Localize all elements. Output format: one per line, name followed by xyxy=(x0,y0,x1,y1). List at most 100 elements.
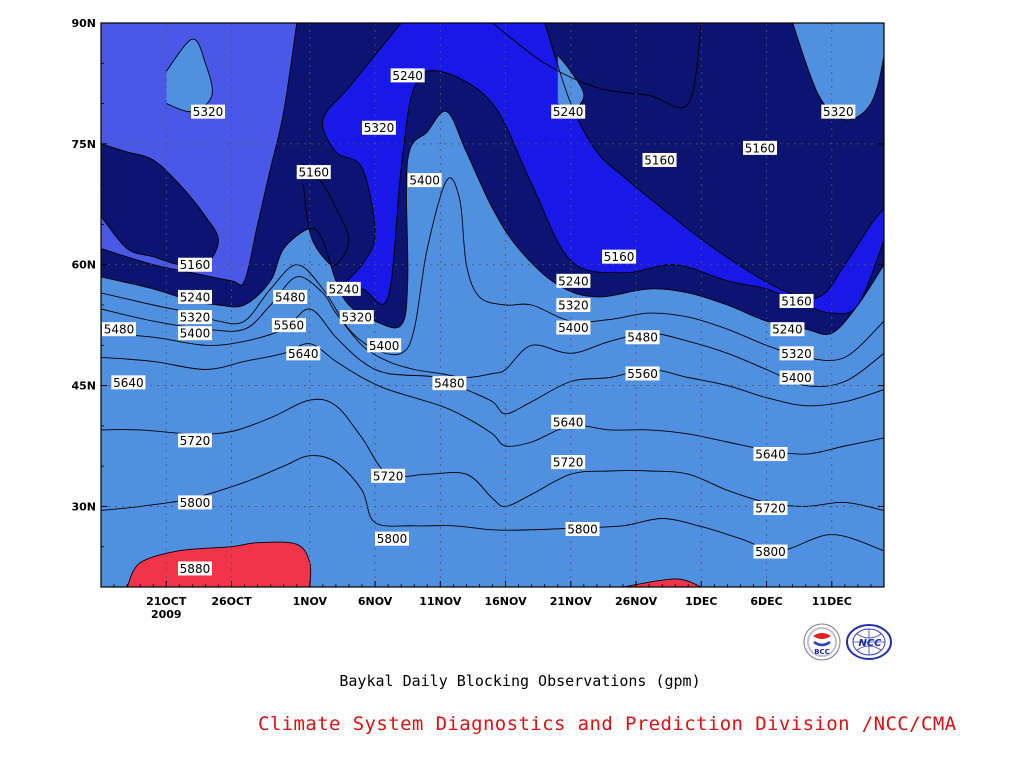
contour-line-5160 xyxy=(544,23,884,299)
contour-label: 5240 xyxy=(770,322,805,337)
contour-label-box xyxy=(551,104,586,119)
credit-line: Climate System Diagnostics and Predictio… xyxy=(258,713,957,735)
contour-label-box xyxy=(177,495,212,510)
x-tick-year: 2009 xyxy=(151,608,182,621)
contour-label-box xyxy=(177,326,212,341)
contour-label: 5720 xyxy=(371,468,406,483)
contour-label-text: 5640 xyxy=(755,448,786,462)
contour-label-text: 5560 xyxy=(627,367,658,381)
contour-label-box xyxy=(432,376,467,391)
contour-label: 5720 xyxy=(177,433,212,448)
contour-label: 5480 xyxy=(273,289,308,304)
contour-label-box xyxy=(326,281,361,296)
contour-label-box xyxy=(551,414,586,429)
contour-label-text: 5320 xyxy=(823,105,854,119)
contour-label: 5640 xyxy=(551,414,586,429)
contour-label-box xyxy=(642,152,677,167)
contour-fills xyxy=(101,23,884,587)
contour-label-box xyxy=(191,104,226,119)
contour-label-text: 5800 xyxy=(755,545,786,559)
gridlines xyxy=(101,23,884,587)
contour-label-text: 5880 xyxy=(180,562,211,576)
contour-label-box xyxy=(177,561,212,576)
contour-label-text: 5640 xyxy=(553,415,584,429)
contour-label-text: 5320 xyxy=(781,347,812,361)
contour-line-5240 xyxy=(322,23,884,315)
y-tick-label: 30N xyxy=(71,500,96,513)
contour-line-5640 xyxy=(101,343,884,455)
contour-label-box xyxy=(339,310,374,325)
contour-label: 5400 xyxy=(556,320,591,335)
contour-label: 5800 xyxy=(375,531,410,546)
contour-label: 5240 xyxy=(551,104,586,119)
contour-label-text: 5240 xyxy=(392,69,423,83)
contour-label-text: 5320 xyxy=(180,311,211,325)
contour-line-5160 xyxy=(101,143,219,268)
contour-label-box xyxy=(556,320,591,335)
contour-label-box xyxy=(821,104,856,119)
contour-label-text: 5800 xyxy=(377,532,408,546)
contour-label-text: 5720 xyxy=(553,456,584,470)
contour-label: 5160 xyxy=(743,140,778,155)
contour-label-box xyxy=(625,330,660,345)
contour-line-5720 xyxy=(101,398,884,511)
contour-label: 5160 xyxy=(177,257,212,272)
contour-region-5160 xyxy=(544,23,884,299)
contour-label-box xyxy=(407,173,442,188)
contour-region-5880 xyxy=(623,578,702,587)
x-tick-label: 6NOV xyxy=(358,595,393,608)
contour-label-text: 5480 xyxy=(434,377,465,391)
contour-line-5320 xyxy=(792,23,884,121)
bcc-logo: BCC xyxy=(800,622,846,666)
contour-label-box xyxy=(177,257,212,272)
contour-label-text: 5720 xyxy=(373,469,404,483)
contour-line-5880 xyxy=(622,578,702,587)
contour-region-5320 xyxy=(557,55,584,112)
contour-label: 5720 xyxy=(551,455,586,470)
contour-label: 5320 xyxy=(361,120,396,135)
x-tick-label: 6DEC xyxy=(750,595,782,608)
contour-label-text: 5480 xyxy=(104,323,135,337)
contour-label-box xyxy=(177,289,212,304)
contour-label: 5160 xyxy=(779,293,814,308)
contour-label-box xyxy=(177,433,212,448)
contour-label-text: 5160 xyxy=(781,294,812,308)
contour-label-box xyxy=(371,468,406,483)
ncc-logo-text: NCC xyxy=(858,638,882,649)
x-tick-label: 11NOV xyxy=(419,595,462,608)
contour-label-text: 5160 xyxy=(745,141,776,155)
contour-label: 5160 xyxy=(642,152,677,167)
contour-label-box xyxy=(602,249,637,264)
contour-label: 5800 xyxy=(753,544,788,559)
contour-label: 5640 xyxy=(111,375,146,390)
contour-label-box xyxy=(770,322,805,337)
contour-label: 5480 xyxy=(432,376,467,391)
contour-label: 5400 xyxy=(177,326,212,341)
contour-label-box xyxy=(753,544,788,559)
contour-label: 5400 xyxy=(779,370,814,385)
contour-label-box xyxy=(565,521,600,536)
contour-label-text: 5400 xyxy=(558,321,589,335)
contour-label-text: 5240 xyxy=(558,274,589,288)
contour-label-box xyxy=(551,455,586,470)
contour-label-text: 5320 xyxy=(193,105,224,119)
contour-line-5800 xyxy=(101,455,884,552)
contour-label-box xyxy=(111,375,146,390)
contour-label-box xyxy=(271,318,306,333)
contour-lines xyxy=(101,23,884,587)
contour-label-text: 5720 xyxy=(180,434,211,448)
contour-label-box xyxy=(177,310,212,325)
contour-label: 5800 xyxy=(565,521,600,536)
chart-caption: Baykal Daily Blocking Observations (gpm) xyxy=(339,672,701,690)
contour-label: 5400 xyxy=(367,338,402,353)
contour-label-box xyxy=(779,370,814,385)
bcc-logo-text: BCC xyxy=(814,648,830,656)
contour-label-text: 5240 xyxy=(328,282,359,296)
contour-label-box xyxy=(273,289,308,304)
x-tick-label: 21NOV xyxy=(550,595,593,608)
contour-label-text: 5160 xyxy=(604,250,635,264)
contour-line-5320 xyxy=(101,110,884,335)
contour-label-text: 5480 xyxy=(627,331,658,345)
x-tick-label: 16NOV xyxy=(485,595,528,608)
